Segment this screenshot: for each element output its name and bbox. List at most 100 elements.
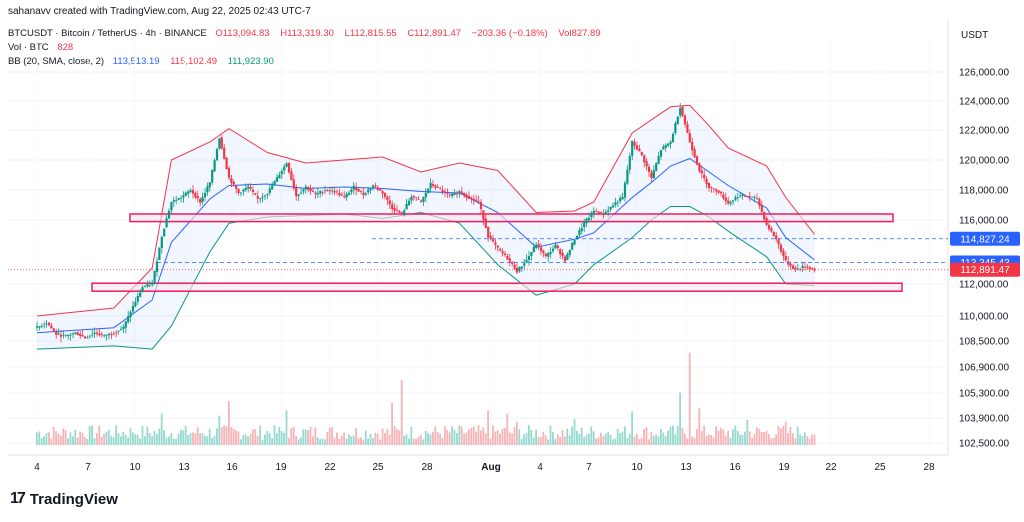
volume-bar: [772, 437, 775, 445]
candle-body: [208, 182, 211, 188]
candle-body: [501, 251, 504, 254]
volume-bar: [348, 434, 350, 445]
volume-bar: [720, 428, 722, 445]
price-tick-label: 112,000.00: [959, 280, 1009, 291]
volume-bar: [96, 433, 98, 445]
candle-body: [734, 197, 737, 200]
volume-bar: [117, 433, 120, 445]
candle-body: [391, 204, 394, 210]
volume-bar: [626, 438, 629, 445]
candle-body: [242, 189, 245, 192]
volume-bar: [691, 436, 693, 445]
candle-body: [347, 192, 351, 195]
candle-body: [419, 200, 423, 202]
volume-bar: [228, 400, 230, 445]
volume-bar: [146, 426, 149, 445]
volume-bar: [525, 432, 528, 445]
volume-bar: [674, 434, 677, 445]
candle-body: [131, 305, 135, 312]
time-tick-label: Aug: [481, 462, 500, 473]
volume-bar: [208, 428, 211, 445]
candle-body: [71, 333, 75, 335]
volume-bar: [746, 419, 749, 445]
candle-body: [275, 177, 279, 182]
volume-bar: [230, 427, 233, 445]
candle-body: [287, 163, 291, 173]
candle-body: [50, 325, 53, 329]
legend-high: H113,319.30: [280, 28, 334, 39]
volume-bar: [74, 429, 77, 445]
price-tick-label: 106,900.00: [959, 363, 1009, 374]
volume-bar: [518, 429, 521, 445]
candle-body: [703, 174, 706, 179]
volume-bar: [588, 433, 590, 445]
candle-body: [688, 133, 691, 143]
volume-bar: [499, 433, 501, 445]
time-tick-label: 7: [85, 462, 91, 473]
candle-body: [638, 148, 641, 152]
volume-bar: [621, 431, 624, 445]
volume-bar: [516, 421, 518, 445]
volume-bar: [734, 425, 737, 445]
legend-bb-label[interactable]: BB (20, SMA, close, 2): [8, 56, 105, 67]
volume-bar: [765, 430, 768, 445]
volume-bar: [312, 436, 314, 445]
price-lines: 114,827.24113,345.43112,891.47: [8, 231, 1020, 277]
volume-bar: [328, 427, 331, 445]
volume-bar: [386, 428, 389, 445]
legend-symbol[interactable]: BTCUSDT · Bitcoin / TetherUS · 4h · BINA…: [8, 28, 207, 39]
time-tick-label: 7: [586, 462, 592, 473]
candle-body: [319, 191, 322, 194]
candle-body: [700, 170, 703, 174]
candle-body: [350, 189, 353, 193]
volume-bar: [710, 435, 713, 445]
candle-body: [652, 170, 655, 178]
candle-body: [547, 253, 550, 257]
chart-credit: sahanavv created with TradingView.com, A…: [8, 6, 311, 17]
volume-bar: [432, 431, 434, 445]
volume-bar: [712, 437, 715, 445]
candle-body: [801, 266, 804, 268]
volume-bar: [717, 430, 720, 445]
volume-bar: [153, 430, 156, 445]
candle-body: [436, 187, 439, 188]
candle-body: [91, 334, 94, 336]
volume-bar: [57, 433, 60, 445]
candle-body: [259, 198, 262, 199]
volume-bar: [751, 437, 753, 445]
legend-vol-label[interactable]: Vol · BTC: [8, 42, 49, 53]
candle-body: [117, 330, 120, 332]
candle-body: [340, 194, 343, 196]
volume-bar: [132, 432, 134, 445]
price-label-box: [950, 262, 1020, 277]
candle-body: [434, 185, 437, 188]
candle-body: [717, 190, 720, 193]
candle-body: [705, 178, 708, 185]
candle-body: [431, 184, 435, 186]
volume-bar: [571, 426, 573, 445]
candle-body: [338, 193, 341, 196]
candle-body: [412, 196, 415, 198]
candle-body: [599, 212, 603, 214]
volume-bar: [676, 425, 679, 445]
candle-body: [67, 334, 70, 336]
volume-bar: [559, 437, 561, 445]
volume-bar: [247, 436, 249, 445]
tradingview-brand[interactable]: 17 TradingView: [10, 490, 118, 508]
candle-body: [748, 196, 751, 197]
candle-body: [631, 140, 634, 156]
volume-bar: [808, 439, 811, 445]
volume-bar: [753, 434, 756, 445]
candle-body: [199, 199, 202, 203]
candle-body: [285, 163, 288, 167]
volume-bar: [110, 435, 113, 445]
candle-body: [681, 106, 684, 116]
candle-body: [410, 196, 413, 201]
candle-body: [443, 191, 447, 193]
candle-body: [93, 332, 96, 334]
volume-bar: [600, 432, 602, 445]
volume-bar: [156, 433, 158, 445]
support-zone: [91, 282, 903, 292]
volume-bar: [396, 429, 398, 445]
